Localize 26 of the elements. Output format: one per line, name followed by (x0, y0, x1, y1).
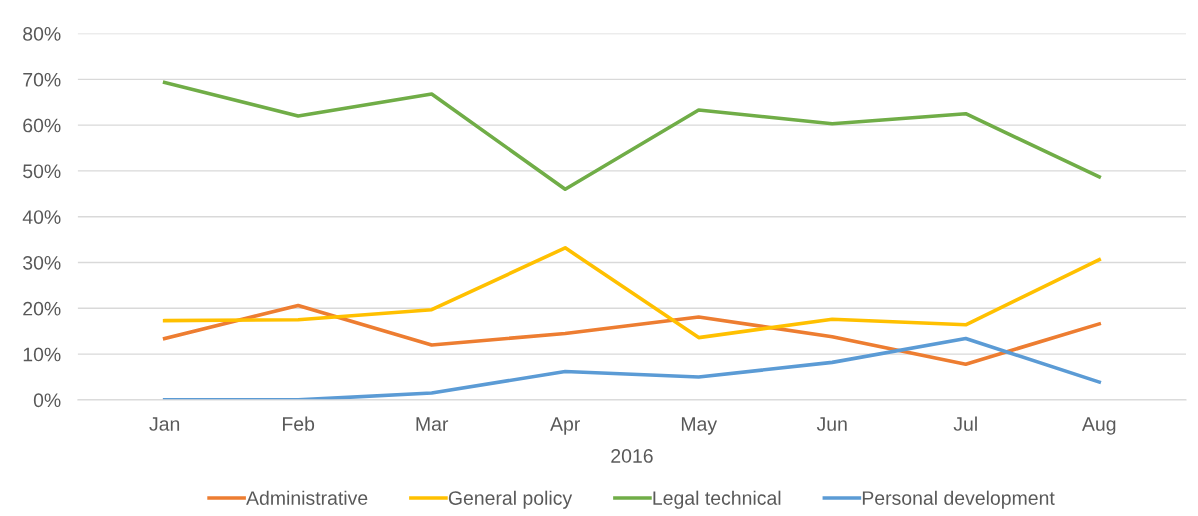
y-tick-label: 80% (23, 27, 61, 41)
x-axis-title: 2016 (611, 449, 653, 463)
y-tick-label: 70% (23, 72, 61, 87)
y-tick-label: 30% (23, 255, 61, 270)
x-tick-label: Aug (1081, 417, 1116, 435)
legend-label: Personal development (862, 490, 1055, 509)
x-tick-label: Apr (550, 417, 580, 435)
line-series (162, 336, 1102, 400)
legend-label: General policy (448, 490, 573, 509)
y-tick-label: 50% (23, 164, 61, 179)
line-series (162, 80, 1102, 192)
x-tick-label: Jan (149, 417, 180, 431)
line-series (162, 303, 1102, 366)
x-tick-label: Feb (283, 416, 315, 431)
legend-label: Legal technical (653, 490, 781, 509)
y-tick-label: 60% (23, 118, 61, 133)
x-tick-label: Jul (953, 416, 977, 431)
y-tick-label: 10% (23, 347, 61, 362)
y-tick-label: 0% (33, 393, 61, 408)
y-tick-label: 20% (23, 301, 61, 316)
line-series (162, 246, 1102, 340)
x-tick-label: May (681, 417, 718, 435)
y-tick-label: 40% (22, 210, 61, 224)
legend-label: Administrative (246, 490, 368, 505)
x-tick-label: Mar (416, 417, 449, 431)
x-tick-label: Jun (816, 417, 847, 431)
